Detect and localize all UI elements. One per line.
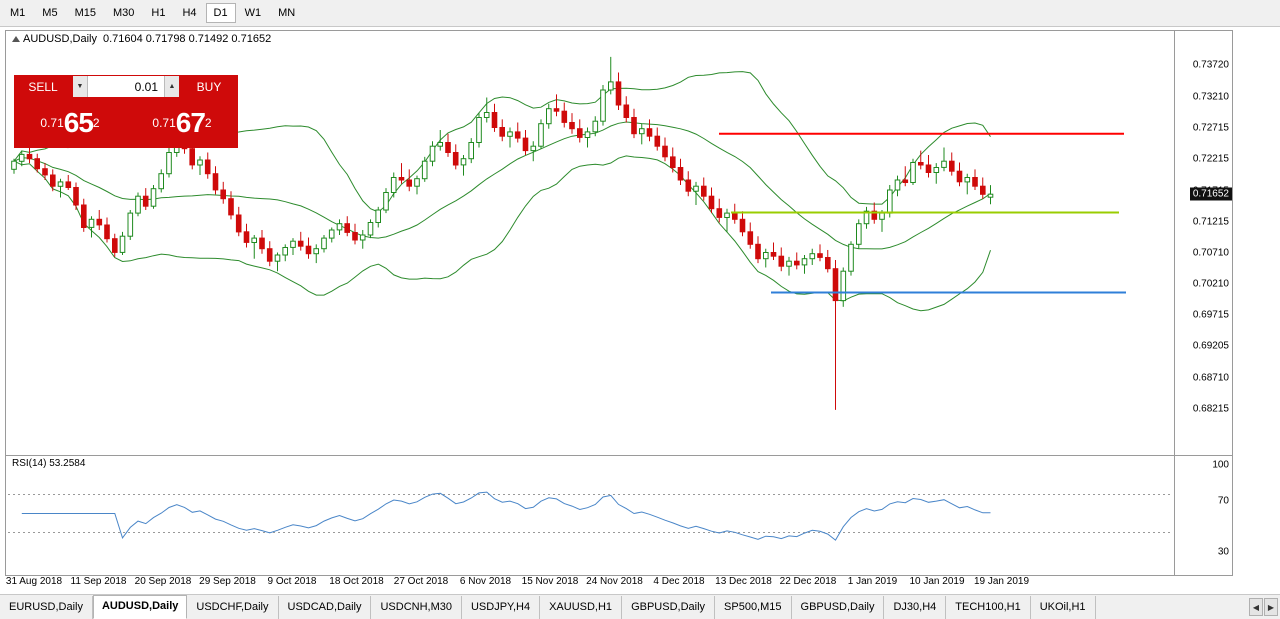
chart-tab[interactable]: EURUSD,Daily — [0, 596, 93, 619]
chart-area[interactable]: AUDUSD,Daily 0.71604 0.71798 0.71492 0.71… — [5, 30, 1233, 576]
timeframe-h1[interactable]: H1 — [151, 7, 166, 19]
chart-tab[interactable]: USDCHF,Daily — [187, 596, 279, 619]
chart-tab[interactable]: USDJPY,H4 — [462, 596, 541, 619]
price-tick: 0.70710 — [1192, 247, 1229, 259]
rsi-axis: 100 70 30 — [1174, 455, 1232, 575]
date-tick: 13 Dec 2018 — [715, 576, 772, 587]
date-axis: 31 Aug 2018 11 Sep 2018 20 Sep 2018 29 Sep … — [0, 576, 1280, 592]
volume-stepper[interactable]: ▼ 0.01 ▲ — [72, 75, 180, 98]
current-price-badge: 0.71652 — [1189, 187, 1232, 201]
chart-tab[interactable]: GBPUSD,Daily — [792, 596, 885, 619]
chart-tab[interactable]: USDCAD,Daily — [279, 596, 372, 619]
sell-price-prefix: 0.71 — [40, 116, 64, 130]
date-tick: 18 Oct 2018 — [329, 576, 384, 587]
sell-price-display[interactable]: 0.71 65 2 — [14, 98, 126, 148]
date-tick: 20 Sep 2018 — [134, 576, 192, 587]
buy-price-display[interactable]: 0.71 67 2 — [126, 98, 238, 148]
buy-price-fraction: 2 — [204, 116, 212, 130]
tab-scroll-controls[interactable]: ◀ ▶ — [1248, 595, 1280, 619]
date-tick: 10 Jan 2019 — [909, 576, 965, 587]
date-tick: 22 Dec 2018 — [779, 576, 837, 587]
date-tick: 11 Sep 2018 — [70, 576, 127, 587]
date-tick: 29 Sep 2018 — [199, 576, 256, 587]
volume-decrement-icon[interactable]: ▼ — [73, 76, 88, 97]
rsi-tick: 70 — [1217, 495, 1229, 507]
chart-tab[interactable]: GBPUSD,Daily — [622, 596, 716, 619]
chart-tab[interactable]: XAUUSD,H1 — [540, 596, 623, 619]
rsi-label: RSI(14) 53.2584 — [12, 458, 86, 469]
price-tick: 0.68215 — [1192, 403, 1229, 415]
one-click-trading-panel[interactable]: SELL ▼ 0.01 ▲ BUY 0.71 65 2 0.71 67 2 — [14, 75, 238, 148]
timeframe-m1[interactable]: M1 — [10, 7, 26, 19]
chart-symbol-label: AUDUSD,Daily — [23, 33, 97, 45]
price-tick: 0.73720 — [1192, 59, 1229, 71]
buy-button[interactable]: BUY — [180, 75, 238, 98]
chart-tab[interactable]: UKOil,H1 — [1031, 596, 1096, 619]
chart-tab[interactable]: DJ30,H4 — [884, 596, 947, 619]
sell-button[interactable]: SELL — [14, 75, 72, 98]
rsi-subchart: RSI(14) 53.2584 — [6, 455, 1174, 575]
timeframe-toolbar: M1 M5 M15 M30 H1 H4 D1 W1 MN — [0, 0, 1280, 27]
chart-tab[interactable]: AUDUSD,Daily — [92, 595, 188, 619]
timeframe-m5[interactable]: M5 — [42, 7, 58, 19]
price-tick: 0.72715 — [1192, 122, 1229, 134]
chart-tab-bar: EURUSD,Daily AUDUSD,Daily USDCHF,Daily USDC… — [0, 594, 1280, 619]
timeframe-h4[interactable]: H4 — [182, 7, 197, 19]
date-tick: 9 Oct 2018 — [267, 576, 317, 587]
timeframe-m30[interactable]: M30 — [112, 7, 135, 19]
price-tick: 0.68710 — [1192, 372, 1229, 384]
sell-price-big: 65 — [63, 107, 94, 138]
date-tick: 24 Nov 2018 — [586, 576, 643, 587]
timeframe-d1[interactable]: D1 — [205, 3, 236, 23]
date-tick: 19 Jan 2019 — [973, 576, 1030, 587]
price-tick: 0.71215 — [1192, 216, 1229, 228]
buy-price-big: 67 — [175, 107, 206, 138]
timeframe-w1[interactable]: W1 — [244, 7, 262, 19]
sell-price-fraction: 2 — [92, 116, 100, 130]
price-tick: 0.69715 — [1192, 309, 1229, 321]
rsi-tick: 30 — [1217, 546, 1229, 558]
price-tick: 0.69205 — [1192, 340, 1229, 352]
date-tick: 27 Oct 2018 — [393, 576, 449, 587]
price-tick: 0.70210 — [1192, 278, 1229, 290]
chart-title: AUDUSD,Daily 0.71604 0.71798 0.71492 0.71… — [12, 33, 271, 45]
timeframe-m15[interactable]: M15 — [74, 7, 96, 19]
price-tick: 0.72215 — [1192, 153, 1229, 165]
chart-ohlc-label: 0.71604 0.71798 0.71492 0.71652 — [102, 33, 272, 45]
collapse-triangle-icon[interactable] — [12, 36, 20, 43]
price-tick: 0.73210 — [1192, 91, 1229, 103]
chart-tab[interactable]: USDCNH,M30 — [371, 596, 462, 619]
rsi-tick: 100 — [1212, 459, 1229, 471]
price-axis[interactable]: 0.737200.732100.727150.722150.717150.712… — [1174, 31, 1232, 575]
rsi-canvas — [8, 491, 1172, 541]
timeframe-mn[interactable]: MN — [278, 7, 296, 19]
chevron-left-icon[interactable]: ◀ — [1249, 598, 1263, 616]
chart-tab[interactable]: SP500,M15 — [715, 596, 792, 619]
date-tick: 31 Aug 2018 — [5, 576, 63, 587]
chevron-right-icon[interactable]: ▶ — [1264, 598, 1278, 616]
date-tick: 1 Jan 2019 — [847, 576, 898, 587]
volume-value[interactable]: 0.01 — [134, 79, 158, 94]
volume-increment-icon[interactable]: ▲ — [164, 76, 179, 97]
chart-tab[interactable]: TECH100,H1 — [946, 596, 1031, 619]
date-tick: 4 Dec 2018 — [653, 576, 705, 587]
date-tick: 6 Nov 2018 — [459, 576, 512, 587]
buy-price-prefix: 0.71 — [152, 116, 176, 130]
date-tick: 15 Nov 2018 — [521, 576, 579, 587]
